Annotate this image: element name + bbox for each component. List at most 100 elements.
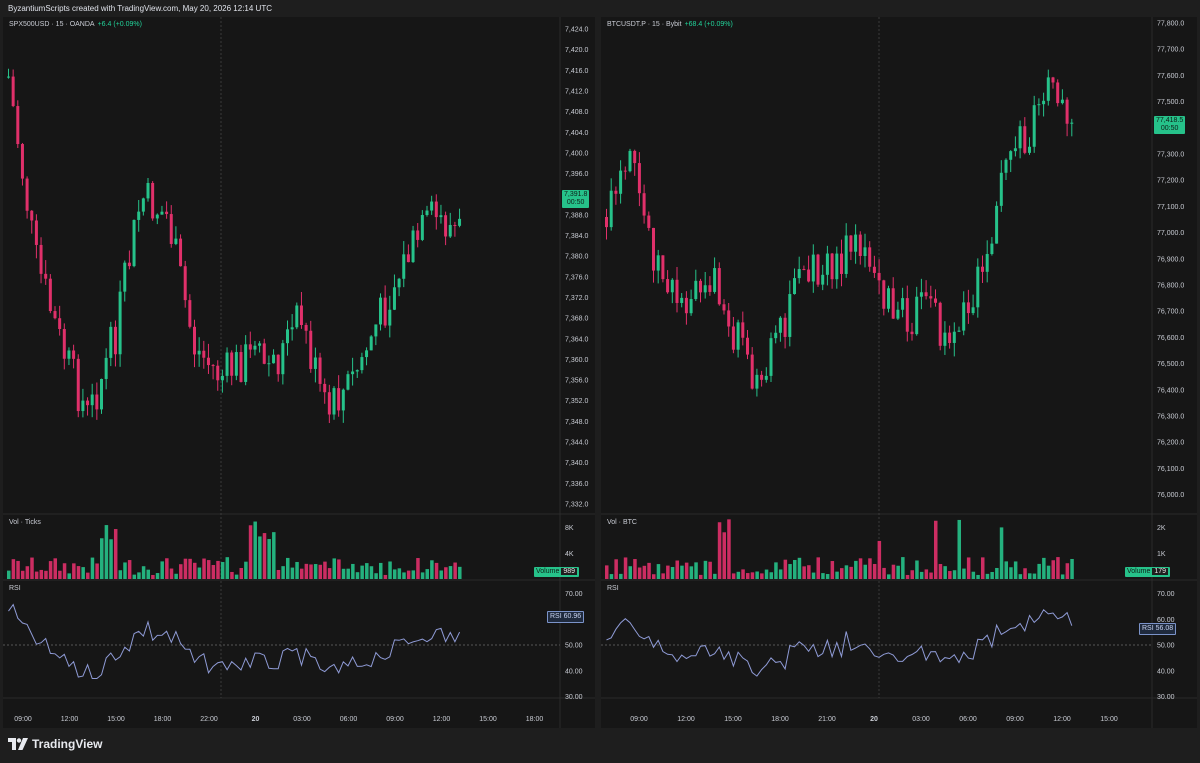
symbol-title: BTCUSDT.P · 15 · Bybit <box>607 21 682 28</box>
symbol-legend[interactable]: BTCUSDT.P · 15 · Bybit +68.4 (+0.09%) <box>607 21 733 28</box>
volume-bar <box>1032 573 1037 579</box>
volume-bar <box>309 564 313 579</box>
rsi-line <box>606 609 1073 677</box>
candle-body <box>1028 146 1031 153</box>
rsi-pane-title[interactable]: RSI <box>9 585 21 592</box>
candle-body <box>132 219 136 267</box>
rsi-tag-value: 60.96 <box>563 613 582 620</box>
volume-bar <box>434 562 439 579</box>
candle-body <box>910 331 914 335</box>
volume-bar <box>605 565 609 579</box>
volume-bar <box>957 519 961 579</box>
candle-body <box>104 357 108 379</box>
time-axis-label: 18:00 <box>154 716 172 723</box>
volume-bar <box>211 565 216 579</box>
candle-body <box>272 354 276 364</box>
volume-bar <box>929 572 933 579</box>
time-axis-label: 12:00 <box>433 716 451 723</box>
rsi-scale-label: 40.00 <box>1157 668 1175 675</box>
volume-bar <box>104 525 109 579</box>
footer <box>0 731 1200 763</box>
tradingview-logo-icon <box>8 738 28 750</box>
candle-body <box>234 352 238 376</box>
candle-body <box>609 190 613 228</box>
volume-scale-label: 1K <box>1157 551 1166 558</box>
volume-bar <box>708 561 712 579</box>
volume-bar <box>48 561 53 579</box>
volume-bar <box>741 569 745 579</box>
volume-bar <box>1051 560 1055 579</box>
time-axis-label: 15:00 <box>479 716 497 723</box>
candle-body <box>680 297 684 303</box>
candle-body <box>948 332 952 343</box>
rsi-scale-label: 40.00 <box>565 668 583 675</box>
volume-bar <box>619 573 623 579</box>
tradingview-logo[interactable]: TradingView <box>8 737 102 751</box>
volume-bar <box>397 568 402 579</box>
candle-body <box>239 352 243 382</box>
volume-bar <box>802 566 806 579</box>
candle-body <box>1004 159 1008 173</box>
volume-bar <box>896 565 900 579</box>
spx500-chart-panel[interactable]: 7,424.0 7,420.0 7,416.0 7,412.0 7,408.0 7,404… <box>3 17 595 728</box>
candle-body <box>58 318 62 330</box>
volume-bar <box>281 566 285 579</box>
volume-bar <box>887 574 891 579</box>
candle-body <box>202 350 206 358</box>
btcusdt-chart-panel[interactable]: 77,800.077,700.077,600.077,500.077,400.0… <box>601 17 1197 728</box>
candle-body <box>127 262 131 267</box>
candle-body <box>304 325 308 331</box>
candle-body <box>929 296 933 299</box>
rsi-pane-title[interactable]: RSI <box>607 585 619 592</box>
time-axis-label: 12:00 <box>1053 716 1071 723</box>
candle-body <box>717 268 721 305</box>
volume-bar <box>118 570 123 579</box>
volume-bar <box>877 540 882 579</box>
price-scale-label: 76,600.0 <box>1157 335 1184 342</box>
volume-bar <box>444 567 448 579</box>
time-axis-label: 03:00 <box>912 716 930 723</box>
candle-body <box>783 317 787 337</box>
candle-body <box>1051 77 1055 83</box>
volume-bar <box>439 570 443 579</box>
rsi-scale-label: 50.00 <box>565 643 583 650</box>
candle-body <box>151 182 155 219</box>
candle-body <box>286 329 289 344</box>
volume-bar <box>868 558 872 579</box>
spx500-chart-canvas[interactable]: 7,424.0 7,420.0 7,416.0 7,412.0 7,408.0 7,404… <box>3 17 595 728</box>
volume-bar <box>141 566 146 579</box>
volume-bar <box>807 565 811 579</box>
volume-bar <box>304 563 309 579</box>
volume-bar <box>346 568 350 579</box>
price-scale-label: 7,340.0 <box>565 460 588 467</box>
volume-pane-title[interactable]: Vol · BTC <box>607 519 637 526</box>
volume-bar <box>174 573 178 579</box>
price-scale-label: 7,336.0 <box>565 481 588 488</box>
volume-bar <box>388 561 392 579</box>
volume-bar <box>830 561 835 579</box>
volume-bar <box>448 566 453 579</box>
volume-bar <box>694 562 698 579</box>
btcusdt-chart-canvas[interactable]: 77,800.077,700.077,600.077,500.077,400.0… <box>601 17 1197 728</box>
candle-body <box>123 262 127 292</box>
volume-bar <box>262 533 267 579</box>
candle-body <box>647 215 651 228</box>
volume-bar <box>351 563 355 579</box>
volume-bar <box>985 573 990 579</box>
volume-bar <box>656 564 661 579</box>
candle-body <box>1070 122 1074 124</box>
volume-pane-title[interactable]: Vol · Ticks <box>9 519 41 526</box>
candle-body <box>619 170 623 194</box>
candle-body <box>225 352 229 376</box>
rsi-tag-label: RSI <box>1142 625 1154 632</box>
price-scale-label: 76,100.0 <box>1157 466 1184 473</box>
symbol-legend[interactable]: SPX500USD · 15 · OANDA +6.4 (+0.09%) <box>9 21 142 28</box>
volume-bar <box>299 568 304 579</box>
price-scale-label: 76,900.0 <box>1157 256 1184 263</box>
candle-body <box>137 211 141 220</box>
volume-bar <box>1056 557 1060 579</box>
candle-body <box>891 288 895 319</box>
candle-body <box>86 400 90 406</box>
volume-bar <box>1013 561 1018 579</box>
price-scale-label: 7,416.0 <box>565 68 588 75</box>
